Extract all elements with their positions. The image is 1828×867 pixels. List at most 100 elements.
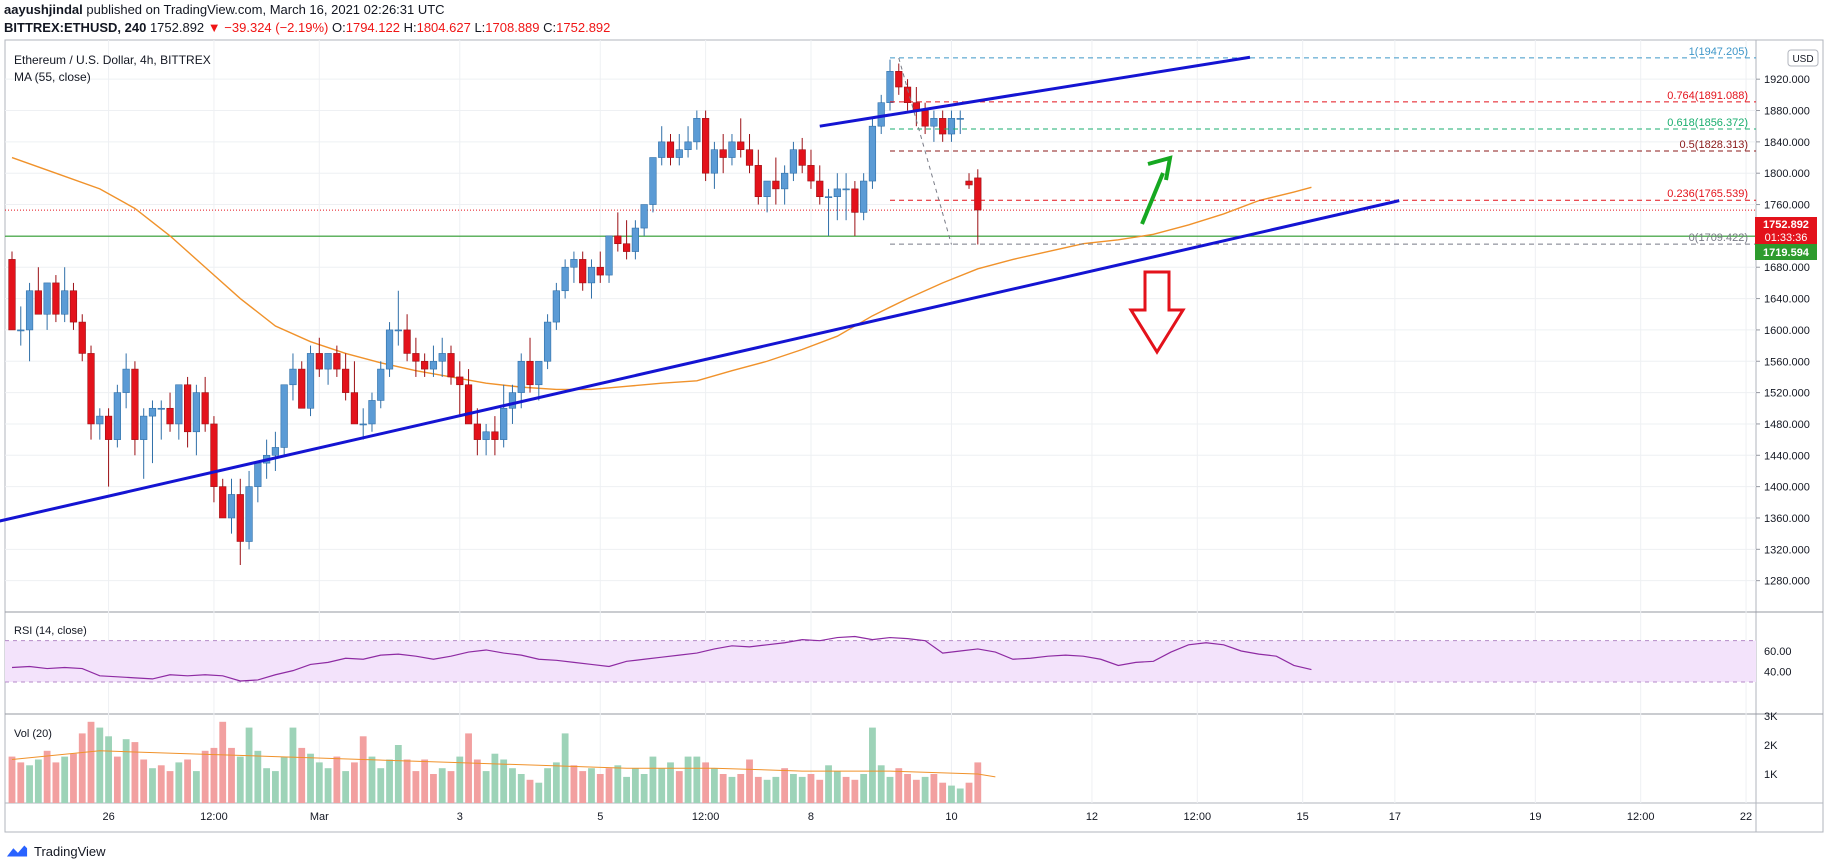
rsi-tick-label: 60.00 [1764,646,1792,658]
volume-bar [359,736,367,803]
volume-bar [781,768,789,803]
candle-body [543,321,552,362]
volume-bar [886,776,894,803]
price-tick-label: 1600.000 [1764,325,1810,337]
time-tick-label: 22 [1740,811,1752,823]
change-down-icon: ▼ [207,20,221,35]
volume-bar [351,762,358,803]
candle-body [298,368,306,409]
time-tick-label: 17 [1389,811,1401,823]
candle-body [824,196,833,199]
volume-bar [149,768,156,803]
candle-body [517,360,525,393]
price-tick-label: 1880.000 [1764,106,1810,118]
candle-body [728,141,736,158]
volume-ma-line [11,750,996,778]
arrow-up-head-icon [1147,155,1173,181]
candle-body [903,86,912,103]
volume-bar [930,774,938,803]
time-tick-label: 12:00 [200,811,228,823]
fib-level-label: 0.5(1828.313) [1680,139,1749,151]
currency-badge[interactable]: USD [1787,49,1819,67]
candle-body [640,204,648,229]
candle-body [87,353,95,425]
candle-body [807,165,815,182]
brand-label: TradingView [34,843,106,859]
price-tick-label: 1480.000 [1764,419,1810,431]
volume-bar [746,759,753,803]
trendline[interactable] [0,199,1400,571]
volume-bar [430,774,437,803]
price-tick-label: 1920.000 [1764,74,1810,86]
volume-bar [394,745,402,803]
trendline[interactable] [819,55,1251,128]
candle-body [394,329,402,332]
volume-bar [833,771,841,803]
volume-bar [78,733,86,803]
tradingview-footer[interactable]: TradingView [6,840,106,862]
candle-body [552,290,560,323]
candle-body [464,384,473,425]
volume-bar [324,768,332,803]
candle-body [61,290,69,315]
volume-bar [561,733,569,803]
candle-body [535,360,543,386]
candle-body [227,494,236,519]
candle-body [148,407,157,417]
candle-body [104,415,113,440]
volume-bar [307,753,314,803]
fib-level-label: 0.236(1765.539) [1667,188,1748,200]
volume-bar [8,756,16,803]
candle-body [421,360,429,370]
candle-body [508,392,517,409]
volume-bar [605,768,613,803]
volume-bar [684,756,692,803]
rsi-tick-label: 40.00 [1764,667,1792,679]
candle-body [324,353,332,370]
volume-bar [719,774,727,803]
candle-body [52,282,60,315]
candle-body [763,180,771,198]
candle-body [675,149,683,158]
candle-body [947,118,956,135]
time-tick-label: 3 [457,811,463,823]
candle-body [271,447,280,456]
last-price-badge: 1752.892 01:33:36 [1755,217,1817,245]
volume-bar [228,747,235,803]
support-price-badge: 1719.594 [1755,244,1817,260]
candle-body [965,180,973,186]
currency-label: USD [1792,54,1813,65]
candle-body [587,266,596,284]
volume-bar [816,779,824,803]
candle-body [561,266,569,292]
volume-bar [491,753,499,803]
author-name[interactable]: aayushjindal [4,2,83,17]
volume-bar [965,782,973,803]
volume-bar [43,750,51,803]
volume-bar [377,768,385,803]
candle-body [974,177,982,211]
price-tick-label: 1680.000 [1764,262,1810,274]
candle-body [789,149,798,174]
price-tick-label: 1320.000 [1764,544,1810,556]
volume-bar [500,759,508,803]
time-tick-label: 12 [1086,811,1098,823]
volume-bar [851,779,859,803]
fib-level-label: 0.764(1891.088) [1667,90,1748,102]
volume-bar [105,736,112,803]
candle-body [192,392,200,433]
candle-body [210,423,218,487]
candle-body [631,227,639,252]
price-tick-label: 1280.000 [1764,576,1810,588]
candle-body [702,118,710,174]
volume-bar [877,765,885,803]
volume-bar [869,727,876,803]
volume-bar [772,776,780,803]
volume-bar [201,750,209,803]
volume-bar [236,756,244,803]
candle-body [930,118,938,127]
volume-bar [904,774,911,803]
volume-bar [544,768,551,803]
support-price-value: 1719.594 [1763,247,1810,259]
